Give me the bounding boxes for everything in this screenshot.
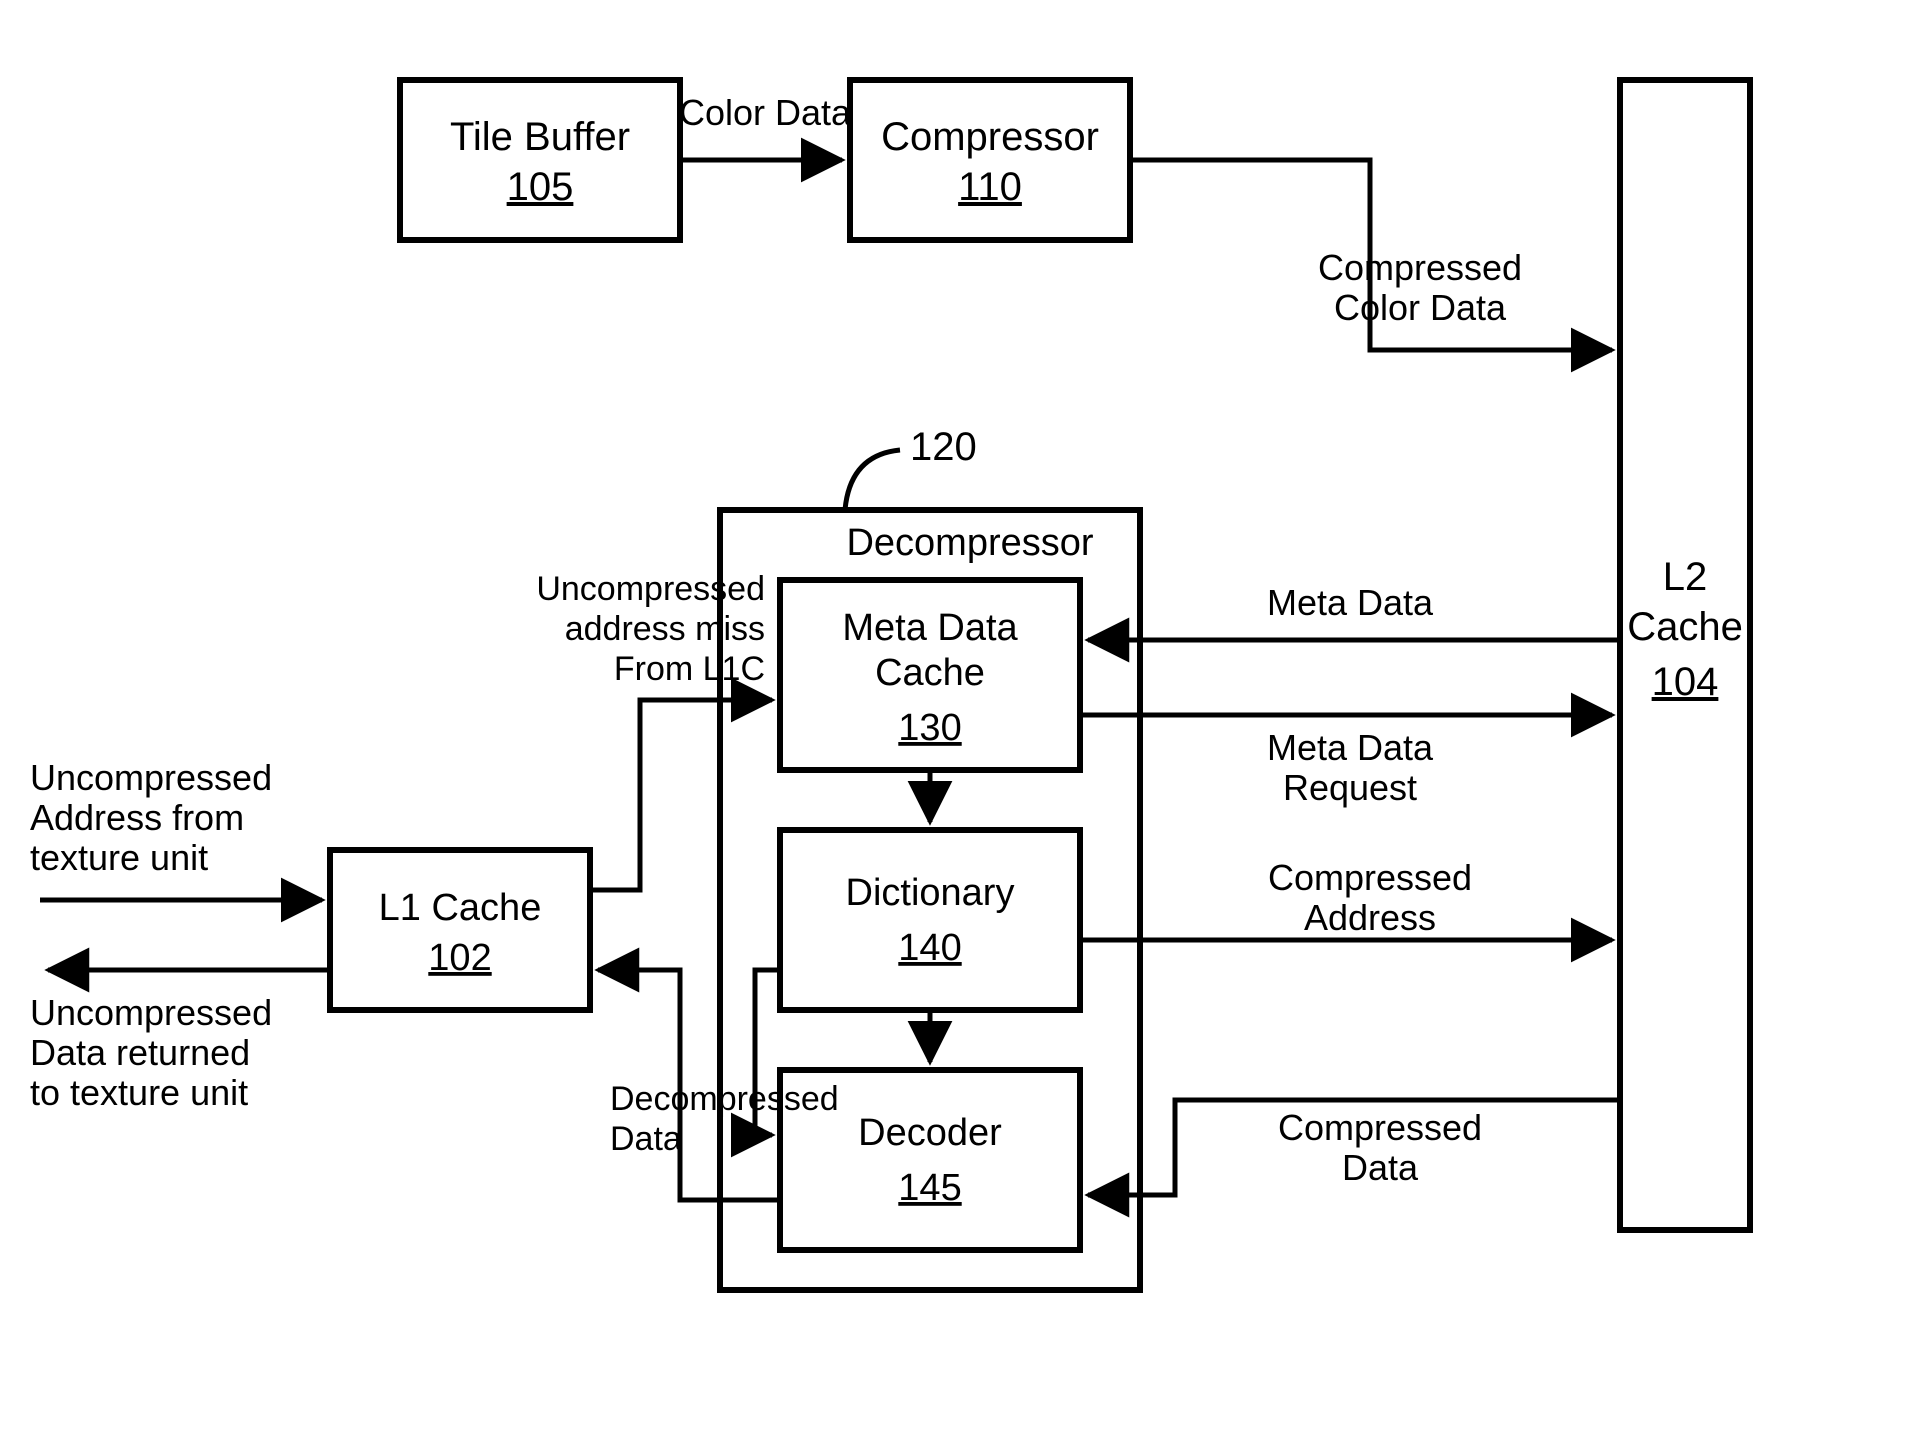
edge-uncompressed-address-in: Uncompressed Address from texture unit — [30, 757, 322, 900]
edge-meta-data-request: Meta Data Request — [1080, 715, 1612, 808]
compressor-node: Compressor 110 — [850, 80, 1130, 240]
dictionary-title: Dictionary — [846, 872, 1015, 914]
meta-data-cache-node: Meta Data Cache 130 — [780, 580, 1080, 770]
compressor-ref: 110 — [958, 165, 1022, 209]
edge-meta-data: Meta Data — [1088, 582, 1620, 640]
edge-uncompressed-data-out: Uncompressed Data returned to texture un… — [30, 970, 330, 1113]
edge-comp-addr-1: Compressed — [1268, 857, 1472, 898]
compressor-title: Compressor — [881, 115, 1099, 159]
edge-compressed-color-2: Color Data — [1334, 287, 1507, 328]
l2-cache-ref: 104 — [1652, 660, 1719, 704]
edge-comp-addr-2: Address — [1304, 897, 1436, 938]
edge-out-3: to texture unit — [30, 1072, 248, 1113]
decompressor-title: Decompressor — [846, 522, 1093, 564]
edge-in-1: Uncompressed — [30, 757, 272, 798]
tile-buffer-title: Tile Buffer — [450, 115, 630, 159]
meta-data-cache-title-2: Cache — [875, 652, 985, 694]
tile-buffer-node: Tile Buffer 105 — [400, 80, 680, 240]
edge-in-3: texture unit — [30, 837, 208, 878]
edge-out-1: Uncompressed — [30, 992, 272, 1033]
edge-color-data: Color Data — [679, 92, 852, 160]
edge-compressed-color-data: Compressed Color Data — [1130, 160, 1612, 350]
edge-miss-1: Uncompressed — [536, 570, 765, 608]
meta-data-cache-ref: 130 — [898, 707, 961, 749]
edge-comp-data-1: Compressed — [1278, 1107, 1482, 1148]
edge-decomp-2: Data — [610, 1120, 682, 1158]
meta-data-cache-title-1: Meta Data — [842, 607, 1018, 649]
tile-buffer-ref: 105 — [507, 165, 574, 209]
edge-miss-2: address miss — [565, 610, 765, 648]
edge-compressed-color-1: Compressed — [1318, 247, 1522, 288]
decompressor-ref: 120 — [910, 425, 977, 469]
edge-comp-data-2: Data — [1342, 1147, 1419, 1188]
edge-meta-data-label: Meta Data — [1267, 582, 1434, 623]
edge-in-2: Address from — [30, 797, 244, 838]
dictionary-ref: 140 — [898, 927, 961, 969]
edge-decomp-1: Decompressed — [610, 1080, 839, 1118]
edge-compressed-address: Compressed Address — [1080, 857, 1612, 940]
l2-cache-node: L2 Cache 104 — [1620, 80, 1750, 1230]
dictionary-node: Dictionary 140 — [780, 830, 1080, 1010]
l1-cache-title: L1 Cache — [379, 887, 542, 929]
edge-color-data-label: Color Data — [679, 92, 852, 133]
decompressor-ref-leader: 120 — [845, 425, 977, 510]
l1-cache-ref: 102 — [428, 937, 491, 979]
l2-cache-title-2: Cache — [1627, 605, 1743, 649]
edge-out-2: Data returned — [30, 1032, 250, 1073]
edge-meta-req-1: Meta Data — [1267, 727, 1434, 768]
decoder-title: Decoder — [858, 1112, 1002, 1154]
edge-miss-3: From L1C — [614, 650, 765, 688]
l2-cache-title-1: L2 — [1663, 555, 1708, 599]
l1-cache-node: L1 Cache 102 — [330, 850, 590, 1010]
edge-meta-req-2: Request — [1283, 767, 1417, 808]
edge-compressed-data: Compressed Data — [1088, 1100, 1620, 1195]
decoder-ref: 145 — [898, 1167, 961, 1209]
